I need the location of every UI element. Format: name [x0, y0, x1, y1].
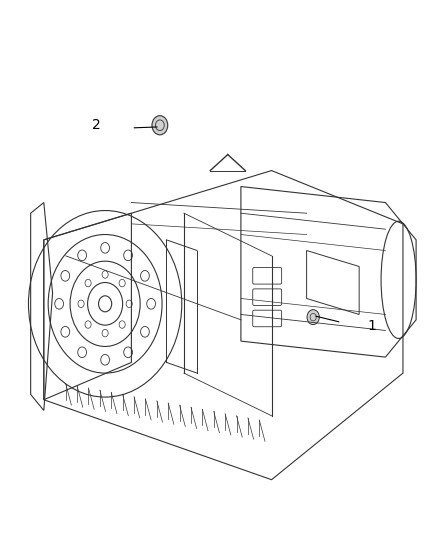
Text: 1: 1 — [368, 319, 377, 333]
Circle shape — [152, 116, 168, 135]
Circle shape — [307, 310, 319, 325]
Text: 2: 2 — [92, 118, 101, 132]
